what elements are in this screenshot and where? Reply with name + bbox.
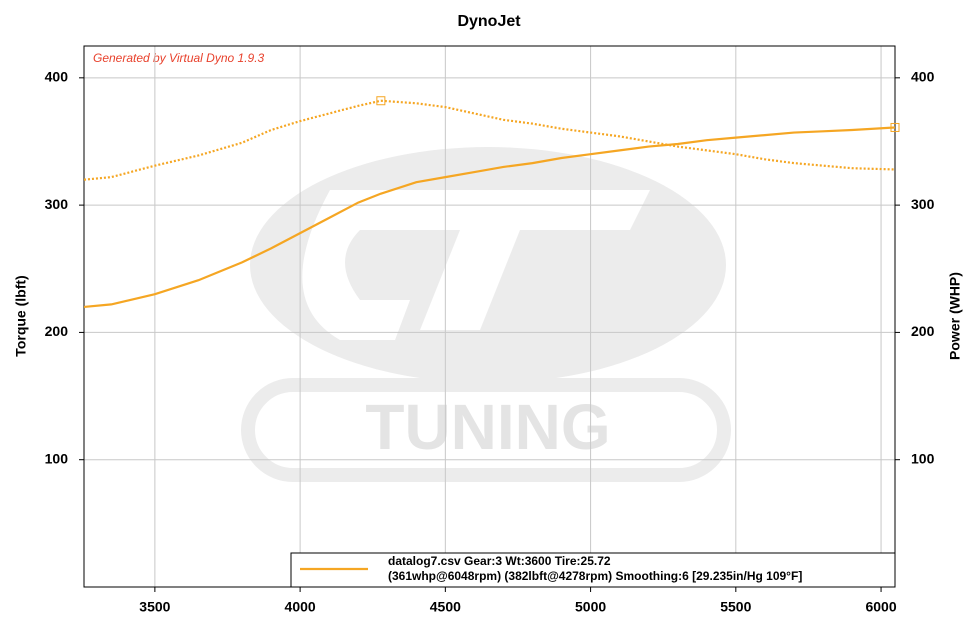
legend-detail: (361whp@6048rpm) (382lbft@4278rpm) Smoot… [388,569,802,583]
legend-label: datalog7.csv Gear:3 Wt:3600 Tire:25.72 [388,554,611,568]
y2-tick-label: 100 [911,450,935,466]
legend-box [290,552,896,588]
x-tick-label: 4000 [285,599,316,615]
x-tick-label: 6000 [865,599,896,615]
y2-tick-label: 200 [911,323,935,339]
watermark-logo [241,147,731,482]
x-tick-label: 3500 [139,599,170,615]
x-tick-label: 5000 [575,599,606,615]
series-line [84,99,895,181]
annotation: Generated by Virtual Dyno 1.9.3 [93,51,265,65]
y-axis-label: Torque (lbft) [13,275,29,356]
y-tick-label: 100 [45,450,69,466]
x-tick-label: 4500 [430,599,461,615]
y-tick-label: 400 [45,69,69,85]
series-line [84,126,895,309]
y-tick-label: 300 [45,196,69,212]
y2-axis-label: Power (WHP) [947,272,963,360]
x-tick-label: 5500 [720,599,751,615]
y2-tick-label: 300 [911,196,935,212]
peak-marker [376,96,386,106]
y2-tick-label: 400 [911,69,935,85]
chart-title: DynoJet [457,13,521,30]
legend: datalog7.csv Gear:3 Wt:3600 Tire:25.72(3… [290,552,896,588]
peak-marker [890,122,900,132]
y-tick-label: 200 [45,323,69,339]
watermark-text: TUNING [365,391,610,463]
